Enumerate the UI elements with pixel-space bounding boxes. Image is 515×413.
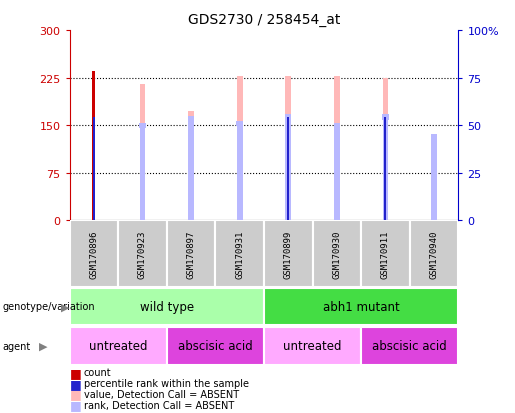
Bar bbox=[264, 221, 313, 287]
Text: ▶: ▶ bbox=[61, 301, 70, 311]
Bar bbox=[334, 76, 340, 221]
Bar bbox=[188, 112, 194, 221]
Bar bbox=[334, 126, 340, 221]
Bar bbox=[334, 123, 340, 128]
Bar bbox=[431, 134, 437, 139]
Bar bbox=[92, 72, 95, 221]
Bar bbox=[70, 288, 264, 325]
Bar bbox=[285, 118, 291, 221]
Text: abscisic acid: abscisic acid bbox=[178, 339, 253, 352]
Bar bbox=[383, 118, 388, 221]
Bar bbox=[361, 221, 410, 287]
Bar bbox=[383, 78, 388, 118]
Text: ■: ■ bbox=[70, 387, 81, 401]
Text: abscisic acid: abscisic acid bbox=[372, 339, 447, 352]
Bar bbox=[140, 85, 145, 126]
Bar bbox=[139, 123, 146, 128]
Bar bbox=[431, 137, 437, 221]
Bar bbox=[285, 115, 291, 120]
Bar bbox=[287, 118, 289, 221]
Text: wild type: wild type bbox=[140, 300, 194, 313]
Text: GSM170923: GSM170923 bbox=[138, 230, 147, 278]
Text: ■: ■ bbox=[70, 377, 81, 390]
Bar bbox=[236, 121, 243, 127]
Bar bbox=[313, 221, 361, 287]
Text: GSM170896: GSM170896 bbox=[89, 230, 98, 278]
Bar bbox=[70, 221, 118, 287]
Text: agent: agent bbox=[3, 341, 31, 351]
Text: abh1 mutant: abh1 mutant bbox=[323, 300, 400, 313]
Bar bbox=[93, 118, 95, 221]
Text: ■: ■ bbox=[70, 366, 81, 379]
Text: GSM170911: GSM170911 bbox=[381, 230, 390, 278]
Bar bbox=[382, 115, 389, 120]
Bar bbox=[385, 118, 386, 221]
Bar bbox=[70, 327, 167, 365]
Text: GSM170930: GSM170930 bbox=[332, 230, 341, 278]
Text: rank, Detection Call = ABSENT: rank, Detection Call = ABSENT bbox=[84, 400, 234, 410]
Bar bbox=[237, 76, 243, 221]
Bar bbox=[334, 76, 340, 126]
Bar bbox=[118, 221, 167, 287]
Bar bbox=[264, 288, 458, 325]
Bar bbox=[431, 139, 437, 221]
Text: GSM170897: GSM170897 bbox=[186, 230, 196, 278]
Bar bbox=[237, 124, 243, 221]
Bar bbox=[361, 327, 458, 365]
Bar bbox=[285, 76, 291, 221]
Bar bbox=[188, 112, 194, 120]
Bar bbox=[140, 126, 145, 221]
Text: GSM170899: GSM170899 bbox=[284, 230, 293, 278]
Bar bbox=[410, 221, 458, 287]
Bar bbox=[237, 76, 243, 124]
Title: GDS2730 / 258454_at: GDS2730 / 258454_at bbox=[188, 13, 340, 27]
Text: value, Detection Call = ABSENT: value, Detection Call = ABSENT bbox=[84, 389, 239, 399]
Text: ▶: ▶ bbox=[39, 341, 47, 351]
Bar bbox=[188, 120, 194, 221]
Bar bbox=[285, 76, 291, 118]
Bar bbox=[140, 85, 145, 221]
Text: count: count bbox=[84, 368, 112, 377]
Text: genotype/variation: genotype/variation bbox=[3, 301, 95, 311]
Text: untreated: untreated bbox=[89, 339, 147, 352]
Bar bbox=[167, 327, 264, 365]
Bar bbox=[215, 221, 264, 287]
Bar bbox=[383, 78, 388, 221]
Text: GSM170940: GSM170940 bbox=[430, 230, 439, 278]
Text: ■: ■ bbox=[70, 398, 81, 411]
Text: percentile rank within the sample: percentile rank within the sample bbox=[84, 378, 249, 388]
Bar bbox=[188, 117, 194, 122]
Bar bbox=[264, 327, 361, 365]
Text: GSM170931: GSM170931 bbox=[235, 230, 244, 278]
Bar bbox=[167, 221, 215, 287]
Text: untreated: untreated bbox=[283, 339, 342, 352]
